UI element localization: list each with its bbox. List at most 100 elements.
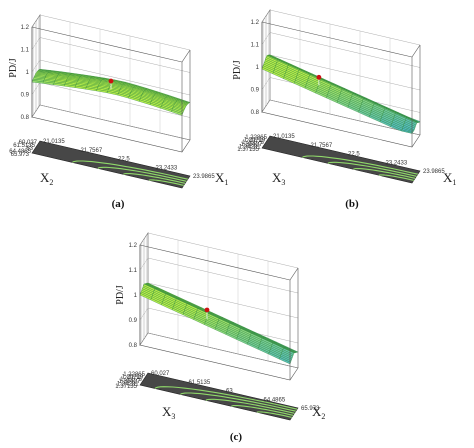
chart-2-zgrid-right	[147, 282, 299, 319]
chart-2-contour-line	[205, 398, 295, 414]
chart-1-y-tick-label: 1.25719	[244, 137, 266, 143]
chart-0-y-tick-label: 61.5135	[13, 143, 35, 149]
chart-1-contour-line	[302, 155, 418, 175]
chart-0-contour-line	[123, 173, 186, 184]
chart-2-contour-line	[231, 405, 294, 416]
chart-1-contour-line	[327, 161, 417, 177]
chart-0-z-tick-label: 1	[26, 70, 30, 76]
chart-0-contour-line	[148, 179, 184, 186]
chart-1-z-tick-label: 0.9	[251, 88, 260, 94]
chart-1-z-tick-label: 1	[256, 65, 260, 71]
chart-1-y-tick-label: 1.22865	[245, 135, 267, 141]
chart-1-y-tick-label: 1.34281	[239, 145, 261, 151]
chart-2-contour-line	[180, 392, 296, 412]
chart-1-x-tick-label: 23.2433	[386, 160, 408, 166]
chart-0-zgrid-left	[31, 104, 41, 118]
chart-2-y-tick-label: 1.31427	[118, 379, 140, 385]
chart-2-z-tick-label: 1.2	[129, 243, 138, 249]
chart-2-panel-caption: (c)	[230, 431, 243, 443]
chart-0-z-tick-label: 1.1	[21, 48, 30, 54]
chart-1-zgrid-right	[269, 9, 421, 46]
chart-0-contour-line	[72, 160, 188, 180]
chart-2-y-axis-label: X3	[162, 404, 175, 421]
chart-1-x-axis-label-main: X	[443, 170, 453, 185]
chart-1-panel-caption: (b)	[345, 198, 359, 210]
chart-0-zgrid-left	[31, 14, 41, 28]
chart-0-panel-caption: (a)	[112, 198, 125, 210]
chart-0-z-axis-label: PD/J	[8, 58, 19, 78]
chart-1-zgrid-left	[261, 9, 271, 23]
chart-2-x-tick-label: 60.027	[151, 371, 170, 377]
chart-0-box-edge	[181, 49, 191, 63]
chart-1-y-axis-label: X3	[272, 170, 285, 187]
chart-0-zgrid-left	[31, 82, 41, 95]
chart-1-zgrid-left	[261, 77, 271, 90]
chart-2-box-edge	[139, 244, 291, 281]
chart-0-x-axis-label-main: X	[215, 170, 225, 185]
chart-0-zgrid-right	[39, 59, 191, 96]
chart-0-z-tick-label: 0.9	[21, 93, 30, 99]
chart-2-x-axis-label-sub: 2	[321, 412, 325, 421]
chart-2-y-axis-label-main: X	[162, 404, 172, 419]
chart-1-zgrid-left	[261, 99, 271, 113]
chart-1-y-axis-label-sub: 3	[281, 178, 285, 187]
chart-0-z-tick-label: 0.8	[21, 115, 30, 121]
chart-0-y-tick-label: 64.4865	[9, 149, 31, 155]
chart-2-y-tick-label: 1.34281	[117, 382, 139, 388]
chart-2-y-tick-label: 1.25719	[122, 374, 144, 380]
chart-2-x-tick-label: 65.973	[301, 406, 320, 412]
chart-0-x-tick-label: 21.7567	[81, 148, 103, 154]
chart-2-x-axis-label-main: X	[312, 404, 322, 419]
chart-1-x-tick-label: 23.9865	[423, 169, 445, 175]
chart-0-design-point	[108, 78, 114, 84]
chart-0-x-tick-label: 23.2433	[156, 165, 178, 171]
chart-2-y-tick-label: 1.28573	[120, 377, 142, 383]
chart-0-contour-line	[97, 166, 187, 182]
chart-2-z-tick-label: 0.9	[129, 318, 138, 324]
chart-2-z-axis-label: PD/J	[115, 285, 126, 305]
chart-0-zgrid-left	[31, 59, 41, 73]
chart-0-zgrid-right	[39, 37, 191, 73]
chart-0-y-tick-label: 63	[26, 146, 33, 152]
chart-0-y-axis-label-sub: 2	[49, 178, 53, 187]
chart-0-y-axis-label: X2	[40, 170, 53, 187]
chart-2-zgrid-left	[139, 307, 149, 321]
chart-0-zgrid-right	[39, 82, 191, 118]
chart-2-zgrid-left	[139, 232, 149, 246]
chart-1-zgrid-right	[269, 99, 421, 136]
chart-0-x-tick-label: 21.0135	[43, 139, 65, 145]
chart-0-y-tick-label: 65.973	[11, 152, 30, 158]
chart-1-design-point	[316, 74, 322, 80]
chart-1-zgrid-right	[269, 32, 421, 68]
chart-2-z-tick-label: 1.1	[129, 268, 138, 274]
chart-2-box-edge	[289, 267, 299, 281]
chart-0-x-axis-label-sub: 1	[224, 178, 228, 187]
chart-2-design-point	[204, 307, 210, 313]
chart-2-y-axis-label-sub: 3	[171, 412, 175, 421]
chart-0-x-tick-label: 23.9865	[193, 174, 215, 180]
chart-2-x-tick-label: 63	[226, 389, 233, 395]
chart-0-box-edge	[31, 26, 183, 63]
chart-1-contour-line	[353, 168, 416, 179]
chart-1-z-axis-label: PD/J	[232, 60, 243, 80]
chart-2-z-tick-label: 0.8	[129, 343, 138, 349]
chart-2-y-tick-label: 1.37135	[115, 384, 137, 390]
chart-1-box-edge	[411, 44, 421, 58]
chart-2-zgrid-right	[147, 232, 299, 269]
chart-2-contour-line	[256, 411, 292, 418]
chart-2-zgrid-right	[147, 332, 299, 369]
chart-1-contour-line	[378, 174, 414, 181]
panel-b: 0.8 0.9 1 1.1 1.2 21.0135 21.7567 22.5 23.2433 23…	[232, 9, 456, 210]
chart-1-z-tick-label: 0.8	[251, 110, 260, 116]
chart-1-x-tick-label: 22.5	[348, 152, 360, 158]
chart-2-zgrid-right	[147, 257, 299, 294]
chart-1-x-tick-label: 21.7567	[311, 143, 333, 149]
chart-0-zgrid-right	[39, 104, 191, 141]
chart-1-y-tick-label: 1.28573	[242, 140, 264, 146]
chart-1-zgrid-right	[269, 54, 421, 91]
chart-2-y-tick-label: 1.22865	[123, 372, 145, 378]
chart-1-x-tick-label: 21.0135	[273, 134, 295, 140]
chart-2-x-tick-label: 61.5135	[189, 380, 211, 386]
chart-1-y-tick-label: 1.37135	[237, 147, 259, 153]
